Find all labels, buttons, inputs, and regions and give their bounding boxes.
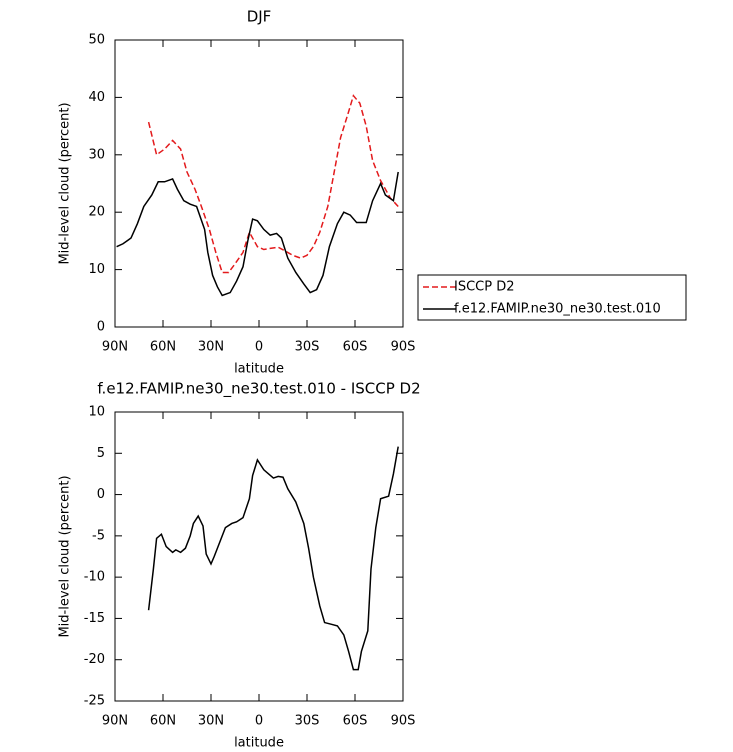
- data-line: [116, 171, 399, 297]
- y-tick-label: 30: [88, 147, 105, 162]
- plot-frame: [114, 39, 404, 328]
- x-tick-label: 60S: [343, 714, 368, 729]
- x-tick-label: 0: [255, 340, 263, 355]
- legend-label: ISCCP D2: [454, 280, 515, 295]
- y-tick-label: -20: [84, 652, 105, 667]
- legend-label: f.e12.FAMIP.ne30_ne30.test.010: [454, 302, 661, 317]
- x-tick-label: 30N: [198, 340, 224, 355]
- x-tick-label: 30N: [198, 714, 224, 729]
- x-tick-label: 60N: [150, 714, 176, 729]
- y-tick-label: -10: [84, 570, 105, 585]
- y-tick-label: 10: [88, 405, 105, 420]
- chart-title: f.e12.FAMIP.ne30_ne30.test.010 - ISCCP D…: [97, 380, 420, 399]
- chart-title: DJF: [247, 8, 272, 26]
- x-tick-label: 60N: [150, 340, 176, 355]
- x-tick-label: 90S: [391, 714, 416, 729]
- y-axis-label: Mid-level cloud (percent): [58, 102, 73, 264]
- x-axis-label: latitude: [234, 362, 284, 377]
- y-tick-label: -25: [84, 694, 105, 709]
- x-tick-label: 0: [255, 714, 263, 729]
- data-line: [147, 94, 399, 274]
- y-tick-label: 0: [97, 487, 105, 502]
- y-tick-label: 40: [88, 90, 105, 105]
- x-tick-label: 30S: [295, 714, 320, 729]
- x-tick-label: 90N: [102, 340, 128, 355]
- y-tick-label: 10: [88, 262, 105, 277]
- x-tick-label: 90N: [102, 714, 128, 729]
- x-axis-label: latitude: [234, 736, 284, 751]
- x-tick-label: 60S: [343, 340, 368, 355]
- y-tick-label: 50: [88, 33, 105, 48]
- y-axis-label: Mid-level cloud (percent): [58, 475, 73, 637]
- x-tick-label: 30S: [295, 340, 320, 355]
- y-tick-label: 20: [88, 205, 105, 220]
- y-tick-label: -5: [92, 528, 105, 543]
- data-line: [147, 446, 399, 671]
- y-tick-label: 5: [97, 446, 105, 461]
- legend-box: [417, 274, 687, 321]
- y-tick-label: 0: [97, 320, 105, 335]
- x-tick-label: 90S: [391, 340, 416, 355]
- y-tick-label: -15: [84, 611, 105, 626]
